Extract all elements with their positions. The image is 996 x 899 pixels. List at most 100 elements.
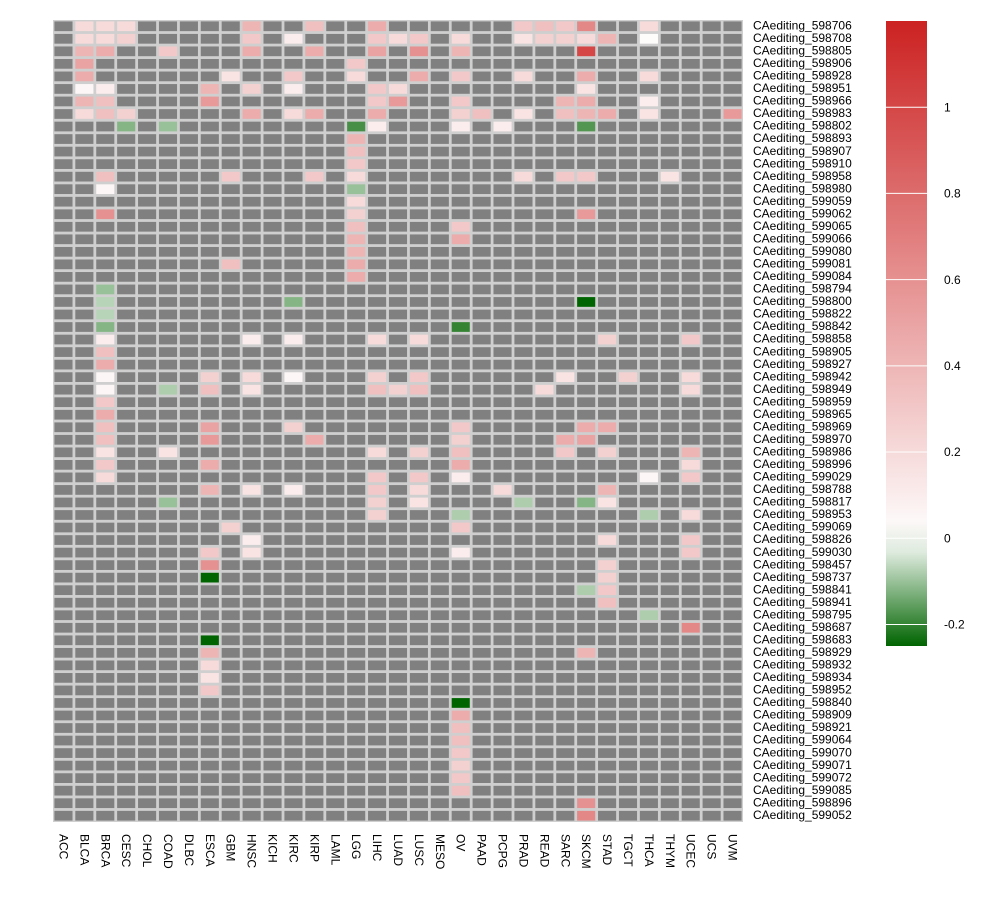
- heatmap-cell: [409, 246, 428, 257]
- heatmap-cell: [221, 510, 240, 520]
- heatmap-cell: [96, 21, 115, 32]
- heatmap-cell: [54, 284, 73, 295]
- heatmap-cell: [618, 710, 638, 721]
- heatmap-cell: [409, 610, 428, 621]
- heatmap-cell: [388, 510, 408, 520]
- heatmap-cell: [451, 84, 470, 94]
- heatmap-cell: [284, 209, 303, 220]
- heatmap-cell: [430, 146, 449, 157]
- heatmap-cell: [556, 785, 575, 796]
- heatmap-cell: [75, 459, 94, 470]
- heatmap-cell: [138, 485, 157, 495]
- heatmap-cell: [451, 685, 470, 696]
- heatmap-cell: [660, 673, 679, 683]
- heatmap-cell: [430, 171, 449, 182]
- heatmap-cell: [263, 397, 282, 408]
- heatmap-cell: [347, 459, 366, 470]
- heatmap-cell: [430, 297, 449, 307]
- heatmap-cell: [305, 798, 324, 809]
- heatmap-cell: [263, 710, 282, 721]
- heatmap-cell: [556, 485, 575, 495]
- heatmap-cell: [702, 710, 721, 721]
- heatmap-cell: [96, 597, 115, 608]
- heatmap-cell: [200, 397, 219, 408]
- heatmap-cell: [409, 635, 428, 646]
- heatmap-cell: [305, 635, 324, 646]
- heatmap-cell: [514, 171, 533, 182]
- heatmap-cell: [221, 660, 240, 671]
- heatmap-cell: [242, 560, 261, 570]
- heatmap-cell: [242, 622, 261, 633]
- heatmap-cell: [221, 96, 240, 107]
- heatmap-cell: [221, 434, 240, 445]
- heatmap-cell: [681, 384, 700, 395]
- heatmap-cell: [263, 622, 282, 633]
- heatmap-cell: [514, 459, 533, 470]
- heatmap-cell: [305, 234, 324, 245]
- heatmap-cell: [158, 409, 178, 420]
- heatmap-cell: [409, 723, 428, 733]
- heatmap-cell: [618, 698, 638, 708]
- row-label: CAediting_599072: [753, 770, 852, 784]
- heatmap-cell: [535, 121, 554, 132]
- heatmap-cell: [326, 622, 345, 633]
- heatmap-cell: [242, 71, 261, 82]
- heatmap-cell: [221, 773, 240, 783]
- heatmap-cell: [263, 723, 282, 733]
- heatmap-cell: [138, 134, 157, 144]
- heatmap-cell: [451, 798, 470, 809]
- heatmap-cell: [598, 510, 617, 520]
- heatmap-cell: [451, 372, 470, 382]
- heatmap-cell: [639, 322, 658, 332]
- heatmap-cell: [284, 221, 303, 232]
- heatmap-cell: [326, 96, 345, 107]
- heatmap-cell: [54, 673, 73, 683]
- heatmap-cell: [556, 748, 575, 758]
- row-label: CAediting_599030: [753, 545, 852, 559]
- heatmap-cell: [221, 309, 240, 320]
- heatmap-cell: [639, 46, 658, 57]
- heatmap-cell: [618, 347, 638, 357]
- heatmap-cell: [702, 272, 721, 282]
- heatmap-cell: [388, 760, 408, 771]
- heatmap-cell: [493, 710, 512, 721]
- heatmap-cell: [660, 196, 679, 207]
- heatmap-cell: [409, 572, 428, 583]
- heatmap-cell: [179, 710, 198, 721]
- heatmap-cell: [451, 459, 470, 470]
- heatmap-cell: [200, 547, 219, 558]
- heatmap-cell: [388, 459, 408, 470]
- heatmap-cell: [158, 673, 178, 683]
- heatmap-cell: [96, 209, 115, 220]
- heatmap-cell: [347, 685, 366, 696]
- heatmap-cell: [242, 359, 261, 370]
- heatmap-cell: [598, 196, 617, 207]
- heatmap-cell: [639, 535, 658, 545]
- heatmap-cell: [347, 673, 366, 683]
- heatmap-cell: [138, 510, 157, 520]
- heatmap-cell: [451, 610, 470, 621]
- heatmap-cell: [242, 635, 261, 646]
- heatmap-cell: [75, 171, 94, 182]
- heatmap-cell: [535, 810, 554, 821]
- heatmap-cell: [535, 234, 554, 245]
- heatmap-cell: [158, 272, 178, 282]
- heatmap-cell: [368, 610, 387, 621]
- heatmap-cell: [472, 409, 491, 420]
- heatmap-cell: [263, 171, 282, 182]
- heatmap-cell: [493, 447, 512, 458]
- heatmap-cell: [200, 522, 219, 533]
- heatmap-cell: [221, 572, 240, 583]
- heatmap-cell: [556, 58, 575, 69]
- heatmap-cell: [723, 760, 742, 771]
- heatmap-cell: [368, 372, 387, 382]
- heatmap-cell: [723, 748, 742, 758]
- heatmap-cell: [138, 21, 157, 32]
- row-label: CAediting_598910: [753, 156, 852, 170]
- heatmap-cell: [556, 71, 575, 82]
- heatmap-cell: [54, 221, 73, 232]
- heatmap-cell: [639, 785, 658, 796]
- heatmap-cell: [598, 46, 617, 57]
- heatmap-cells: [53, 20, 743, 822]
- heatmap-cell: [388, 434, 408, 445]
